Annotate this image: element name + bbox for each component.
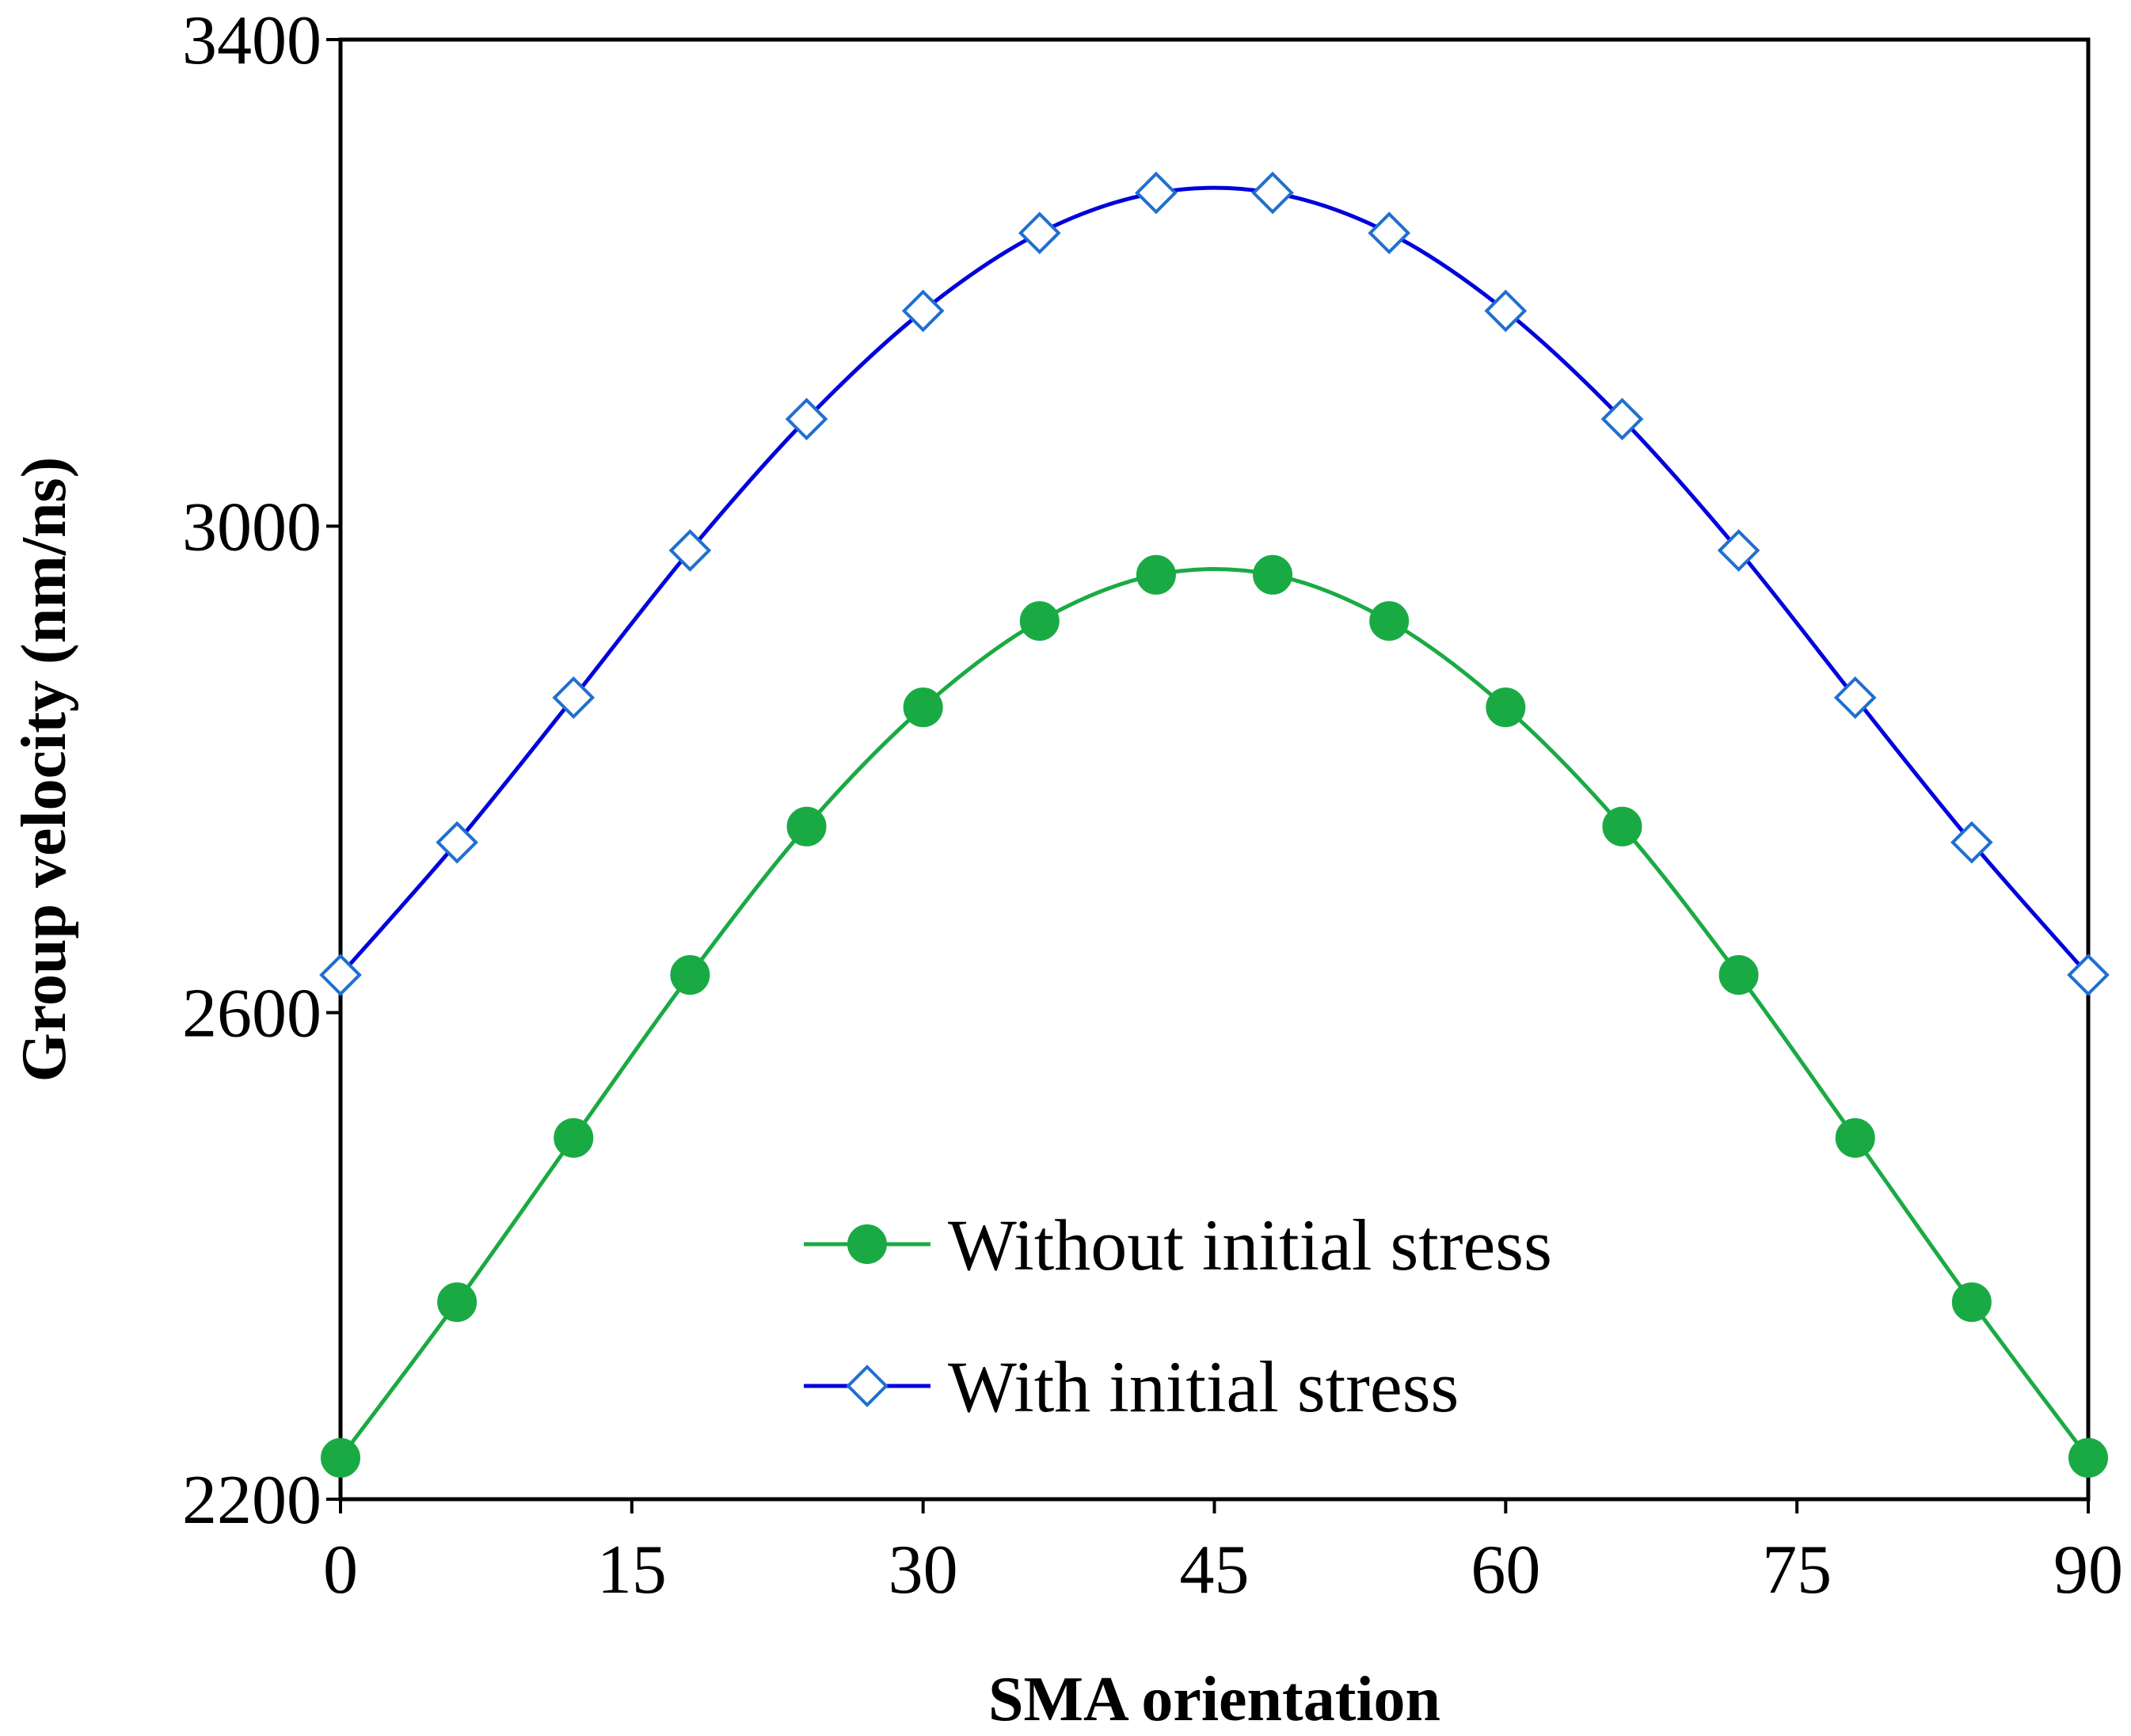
- data-point: [552, 676, 596, 719]
- legend-item: Without initial stress: [804, 1205, 1552, 1285]
- x-tick-label: 60: [1471, 1532, 1540, 1608]
- x-tick-label: 0: [323, 1532, 358, 1608]
- series-2: [319, 171, 2110, 996]
- legend: Without initial stress With initial stres…: [804, 1205, 1552, 1427]
- series-1: [321, 554, 2108, 1478]
- series-layer: [319, 171, 2110, 1478]
- x-tick-label: 45: [1180, 1532, 1250, 1608]
- y-tick-label: 2200: [182, 1462, 322, 1539]
- x-tick-label: 15: [597, 1532, 667, 1608]
- data-point: [901, 289, 945, 333]
- data-point: [1718, 955, 1759, 996]
- data-point: [786, 806, 827, 847]
- data-point: [1835, 1117, 1875, 1158]
- series-line: [338, 567, 2091, 1460]
- data-point: [321, 1437, 360, 1478]
- data-point: [1019, 601, 1060, 641]
- data-point: [1602, 806, 1642, 847]
- data-point: [1251, 171, 1294, 215]
- x-tick-label: 75: [1762, 1532, 1832, 1608]
- data-point: [1136, 554, 1176, 595]
- legend-item: With initial stress: [804, 1346, 1459, 1427]
- x-tick-label: 30: [889, 1532, 958, 1608]
- y-axis-title: Group velocity (nm/ns): [10, 457, 79, 1083]
- y-tick-label: 2600: [182, 976, 322, 1053]
- data-point: [1484, 289, 1528, 333]
- x-tick-label: 90: [2053, 1532, 2123, 1608]
- data-point: [319, 954, 362, 996]
- data-point: [1253, 554, 1293, 595]
- legend-marker: [847, 1224, 887, 1264]
- data-point: [1486, 687, 1526, 728]
- legend-label: With initial stress: [948, 1346, 1459, 1427]
- data-point: [1950, 820, 1993, 864]
- data-point: [2068, 1437, 2108, 1478]
- data-point: [437, 1282, 478, 1323]
- data-point: [670, 955, 710, 996]
- data-point: [436, 820, 478, 864]
- data-point: [1368, 211, 1411, 255]
- legend-marker: [846, 1365, 889, 1407]
- data-point: [554, 1117, 594, 1158]
- data-point: [1018, 211, 1061, 255]
- data-point: [1951, 1282, 1992, 1323]
- data-point: [903, 687, 943, 728]
- legend-label: Without initial stress: [948, 1205, 1552, 1285]
- data-point: [1369, 601, 1410, 641]
- x-axis: 0 15 30 45 60 75 90: [323, 1499, 2123, 1608]
- data-point: [1717, 529, 1760, 572]
- y-tick-label: 3000: [182, 489, 322, 565]
- y-tick-label: 3400: [182, 2, 322, 79]
- series-line: [339, 185, 2090, 976]
- y-axis: 2200 2600 3000 3400: [182, 2, 341, 1539]
- data-point: [1833, 676, 1877, 719]
- x-axis-title: SMA orientation: [988, 1665, 1440, 1734]
- data-point: [1600, 398, 1644, 441]
- data-point: [785, 398, 828, 441]
- data-point: [1135, 171, 1178, 215]
- data-point: [668, 529, 712, 572]
- data-point: [2067, 954, 2110, 996]
